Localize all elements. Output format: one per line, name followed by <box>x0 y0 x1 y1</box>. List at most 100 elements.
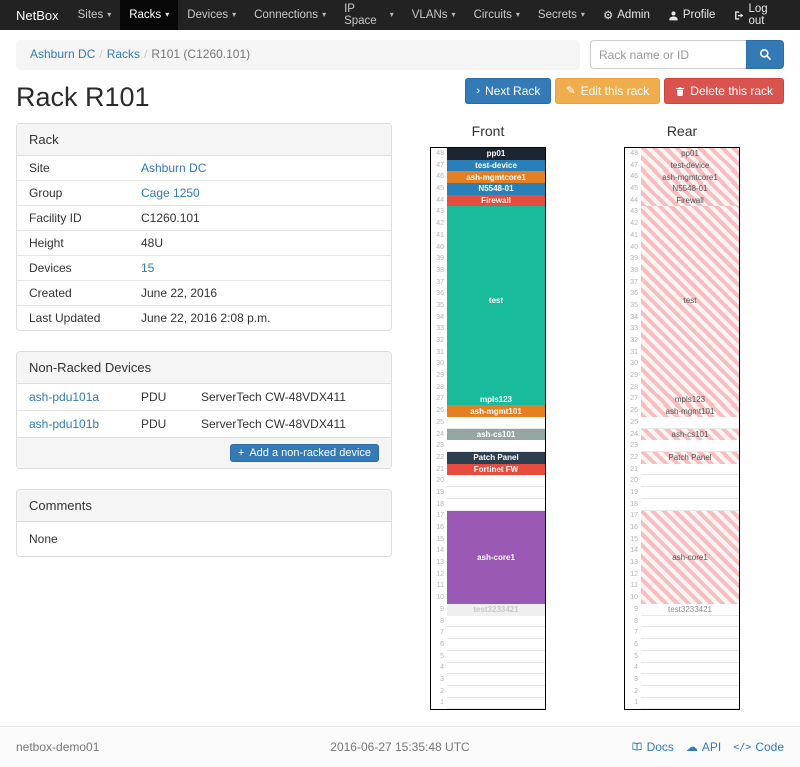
rack-device-rear[interactable]: test-device <box>641 159 739 172</box>
brand-link[interactable]: NetBox <box>16 7 59 23</box>
breadcrumb-racks-link[interactable]: Racks <box>106 47 141 61</box>
unit-number: 31 <box>436 348 444 356</box>
comments-panel: Comments None <box>16 489 392 557</box>
rack-device-rear[interactable]: mpls123 <box>641 393 739 406</box>
nav-circuits[interactable]: Circuits ▾ <box>473 9 520 21</box>
admin-link[interactable]: ⚙ Admin <box>602 9 650 22</box>
nav-vlans[interactable]: VLANs ▾ <box>411 9 456 21</box>
breadcrumb-site-link[interactable]: Ashburn DC <box>30 47 96 61</box>
site-link[interactable]: Ashburn DC <box>141 161 207 175</box>
rack-slot-empty <box>641 487 739 499</box>
rack-device-rear[interactable]: ash-mgmtcore1 <box>641 171 739 184</box>
rack-device-rear[interactable]: Firewall <box>641 194 739 207</box>
unit-number: 25 <box>436 418 444 426</box>
unit-number: 38 <box>436 266 444 274</box>
add-nonracked-device-button[interactable]: + Add a non-racked device <box>229 444 379 462</box>
nav-ip-space[interactable]: IP Space ▾ <box>344 3 394 27</box>
caret-down-icon: ▾ <box>165 10 170 19</box>
unit-number: 30 <box>436 360 444 368</box>
delete-rack-button[interactable]: Delete this rack <box>664 78 784 104</box>
search-button[interactable] <box>746 40 784 69</box>
profile-link[interactable]: Profile <box>659 0 725 30</box>
server-timestamp: 2016-06-27 15:35:48 UTC <box>330 740 470 755</box>
rack-slot-empty <box>641 440 739 453</box>
unit-number: 41 <box>436 231 444 239</box>
rack-slot-empty <box>447 487 545 499</box>
nav-sites[interactable]: Sites ▾ <box>77 9 112 21</box>
device-link[interactable]: ash-pdu101a <box>29 390 100 404</box>
api-link[interactable]: ☁ API <box>685 740 722 755</box>
next-rack-button[interactable]: › Next Rack <box>465 78 552 104</box>
unit-number: 41 <box>630 231 638 239</box>
attr-row-site: Site Ashburn DC <box>29 161 207 175</box>
rack-device-rear[interactable]: Patch Panel <box>641 452 739 464</box>
rack-device-front[interactable]: ash-mgmt101 <box>447 405 545 417</box>
rack-device-front[interactable]: Firewall <box>447 194 545 207</box>
docs-link[interactable]: Docs <box>631 740 674 754</box>
group-link[interactable]: Cage 1250 <box>141 186 200 200</box>
nav-racks[interactable]: Racks ▾ <box>120 0 179 30</box>
rack-slot-empty <box>447 440 545 453</box>
unit-number: 37 <box>436 278 444 286</box>
rack-device-front[interactable]: test3233421 <box>447 604 545 616</box>
unit-number: 39 <box>436 255 444 263</box>
book-icon <box>631 741 643 753</box>
rack-search-input[interactable] <box>590 40 746 69</box>
rack-device-front[interactable]: test <box>447 206 545 394</box>
unit-number: 34 <box>436 313 444 321</box>
unit-number: 15 <box>630 535 638 543</box>
unit-number: 39 <box>630 255 638 263</box>
unit-number: 35 <box>436 301 444 309</box>
unit-number: 8 <box>634 617 638 625</box>
rack-device-rear[interactable]: N5548-01 <box>641 183 739 195</box>
rack-device-front[interactable]: N5548-01 <box>447 183 545 195</box>
rack-device-front[interactable]: ash-core1 <box>447 510 545 605</box>
unit-number: 16 <box>630 524 638 531</box>
rack-device-front[interactable]: Fortinet FW <box>447 463 545 476</box>
rack-device-front[interactable]: pp01 <box>447 148 545 160</box>
unit-number: 37 <box>630 278 638 286</box>
rack-device-front[interactable]: ash-mgmtcore1 <box>447 171 545 184</box>
edit-rack-button[interactable]: ✎ Edit this rack <box>555 78 661 104</box>
nonracked-panel-footer: + Add a non-racked device <box>17 437 391 468</box>
rear-rack: 48 47 46 45 44 43 42 41 40 39 38 37 36 35 34 33 32 31 30 29… <box>624 147 740 711</box>
rack-slot-empty <box>447 627 545 640</box>
logout-link[interactable]: Log out <box>724 0 794 30</box>
rack-device-rear[interactable]: test <box>641 206 739 394</box>
rack-device-front[interactable]: mpls123 <box>447 393 545 406</box>
unit-number: 10 <box>436 594 444 602</box>
rack-device-front[interactable]: test-device <box>447 159 545 172</box>
unit-number: 45 <box>630 185 638 193</box>
device-count-link[interactable]: 15 <box>141 261 155 275</box>
caret-down-icon: ▾ <box>389 10 394 19</box>
rack-device-rear[interactable]: ash-cs101 <box>641 428 739 441</box>
rack-device-front[interactable]: Patch Panel <box>447 452 545 464</box>
device-link[interactable]: ash-pdu101b <box>29 417 100 431</box>
comments-panel-title: Comments <box>17 490 391 522</box>
logout-icon <box>733 10 744 21</box>
code-link[interactable]: </> Code <box>733 740 784 755</box>
unit-number: 24 <box>630 430 638 438</box>
nav-user-menu: ⚙ Admin Profile Log out <box>594 0 794 30</box>
unit-number: 16 <box>436 524 444 531</box>
unit-number: 33 <box>630 325 638 333</box>
unit-number: 32 <box>436 337 444 344</box>
unit-number: 13 <box>630 559 638 567</box>
rack-device-rear[interactable]: pp01 <box>641 148 739 160</box>
rack-device-front[interactable]: ash-cs101 <box>447 428 545 441</box>
rack-device-rear[interactable]: test3233421 <box>641 604 739 616</box>
unit-number: 25 <box>630 418 638 426</box>
unit-number: 34 <box>630 313 638 321</box>
unit-number: 46 <box>436 173 444 181</box>
table-row: ash-pdu101a PDU ServerTech CW-48VDX411 <box>29 390 346 404</box>
rack-device-rear[interactable]: ash-mgmt101 <box>641 405 739 417</box>
unit-number: 31 <box>630 348 638 356</box>
nav-devices[interactable]: Devices ▾ <box>187 9 237 21</box>
rack-slot-empty <box>447 663 545 675</box>
caret-down-icon: ▾ <box>580 10 585 19</box>
nav-connections[interactable]: Connections ▾ <box>254 9 327 21</box>
nav-secrets[interactable]: Secrets ▾ <box>537 9 585 21</box>
rack-slot-empty <box>641 464 739 476</box>
unit-number: 1 <box>634 699 638 707</box>
rack-device-rear[interactable]: ash-core1 <box>641 510 739 605</box>
